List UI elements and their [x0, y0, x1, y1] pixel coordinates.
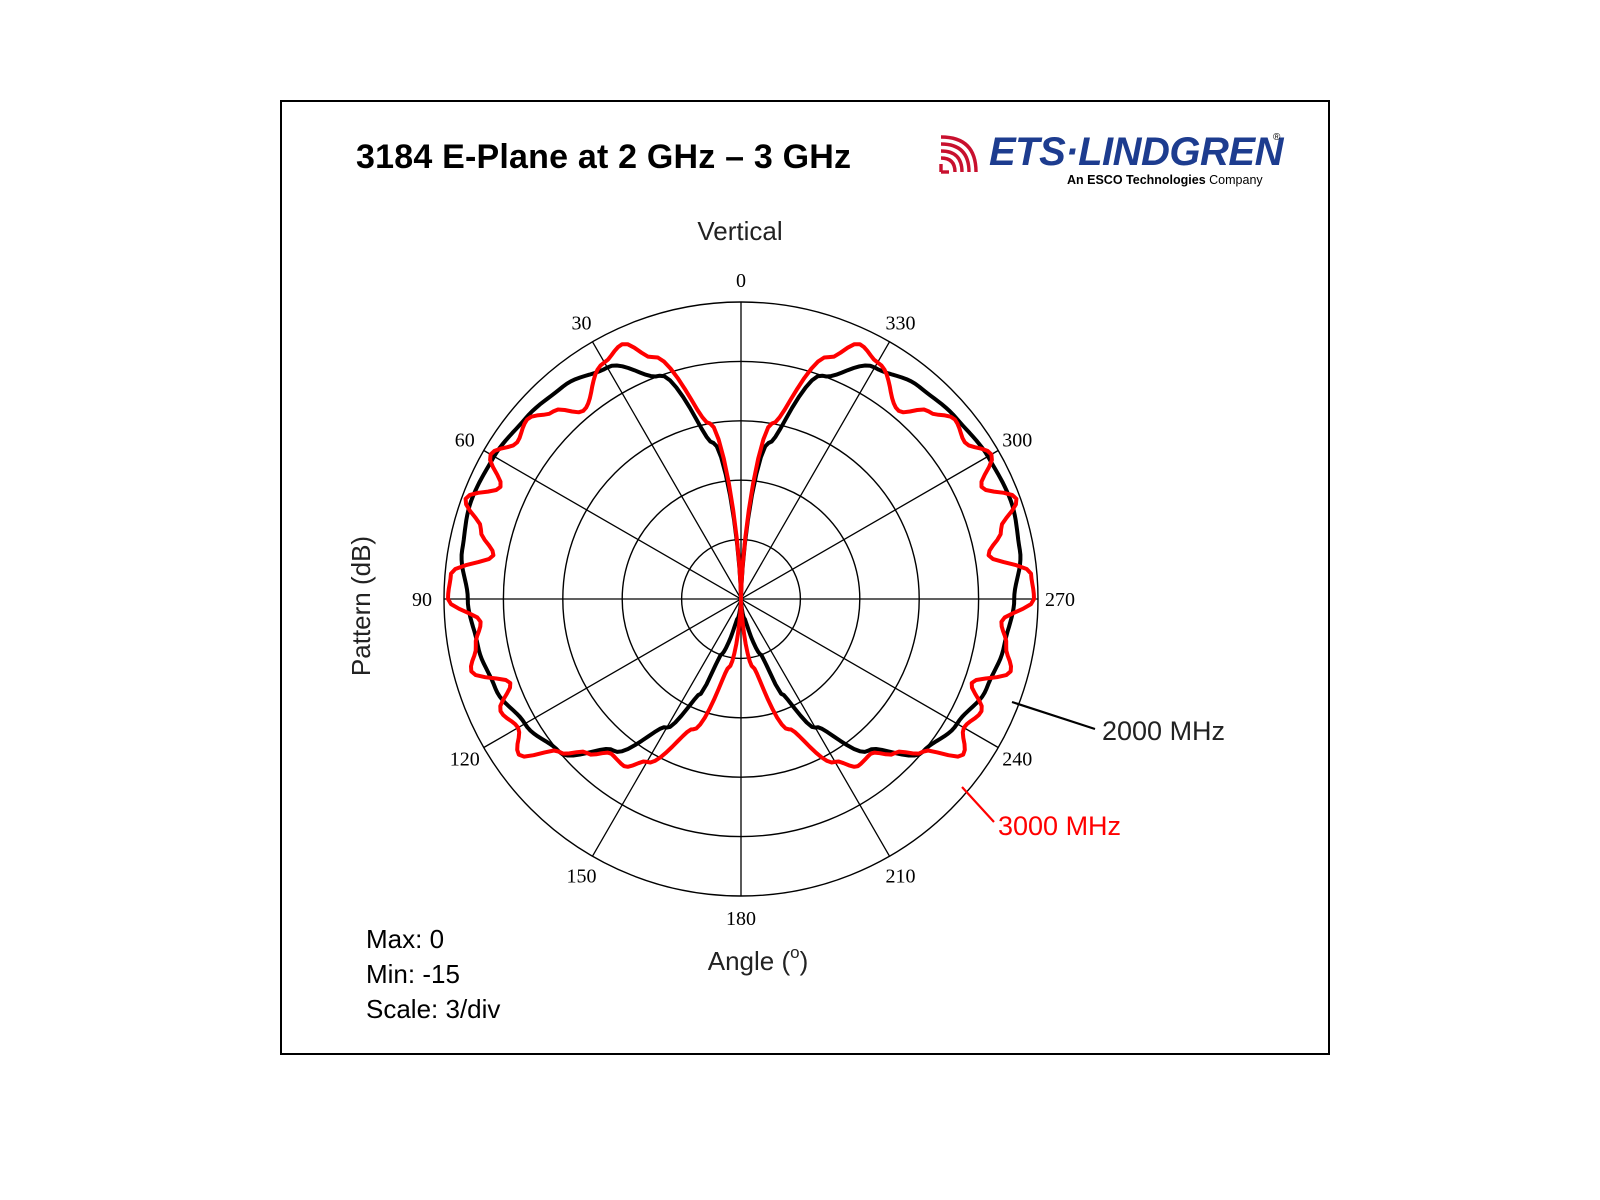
angle-tick-label: 0 — [736, 270, 746, 292]
pattern-curves — [446, 342, 1036, 769]
angle-tick-label: 330 — [886, 313, 916, 335]
chart-frame: 3184 E-Plane at 2 GHz – 3 GHz ETS·LINDGR… — [280, 100, 1330, 1055]
angle-tick-label: 300 — [1002, 430, 1032, 452]
logo-wordmark: ETS·LINDGREN — [989, 130, 1284, 174]
ets-lindgren-logo: ETS·LINDGREN ® An ESCO Technologies Comp… — [937, 130, 1284, 190]
angle-tick-label: 60 — [455, 430, 475, 452]
angle-tick-label: 270 — [1045, 589, 1075, 611]
x-axis-label-text: Angle ( — [708, 946, 791, 976]
x-axis-label-unit: o — [790, 943, 799, 962]
chart-title: 3184 E-Plane at 2 GHz – 3 GHz — [356, 138, 852, 176]
angle-tick-label: 120 — [450, 749, 480, 771]
stat-max: Max: 0 — [366, 924, 445, 954]
x-axis-label-close: ) — [800, 946, 809, 976]
logo-tagline-main: An ESCO Technologies — [1067, 173, 1206, 187]
angle-tick-label: 30 — [572, 313, 592, 335]
series-leader-line — [1011, 700, 1096, 731]
scale-stats: Max: 0 Min: -15 Scale: 3/div — [366, 922, 500, 1027]
angle-tick-labels: 0 30 60 90 120 150 180 210 240 270 300 330 — [412, 270, 1075, 930]
logo-registered-mark: ® — [1273, 132, 1281, 143]
polar-plot: 0 30 60 90 120 150 180 210 240 270 300 330 2000 MHz… — [346, 216, 1225, 976]
logo-tagline: An ESCO Technologies Company — [1067, 173, 1263, 187]
series-leader-line — [961, 786, 995, 823]
signal-waves-icon — [939, 135, 978, 174]
series-label: 3000 MHz — [998, 811, 1121, 841]
y-axis-label: Pattern (dB) — [346, 536, 376, 676]
series-label: 2000 MHz — [1102, 716, 1225, 746]
angle-tick-label: 240 — [1002, 749, 1032, 771]
x-axis-label: Angle (o) — [708, 943, 809, 976]
chart-subtitle: Vertical — [697, 216, 782, 246]
logo-tagline-suffix: Company — [1205, 173, 1263, 187]
stat-scale: Scale: 3/div — [366, 994, 501, 1024]
angle-tick-label: 150 — [567, 865, 597, 887]
angle-tick-label: 210 — [886, 865, 916, 887]
pattern-curve-3000-mhz — [446, 342, 1036, 769]
angle-tick-label: 180 — [726, 908, 756, 930]
angle-tick-label: 90 — [412, 589, 432, 611]
stat-min: Min: -15 — [366, 959, 460, 989]
series-labels: 2000 MHz 3000 MHz — [961, 700, 1225, 841]
